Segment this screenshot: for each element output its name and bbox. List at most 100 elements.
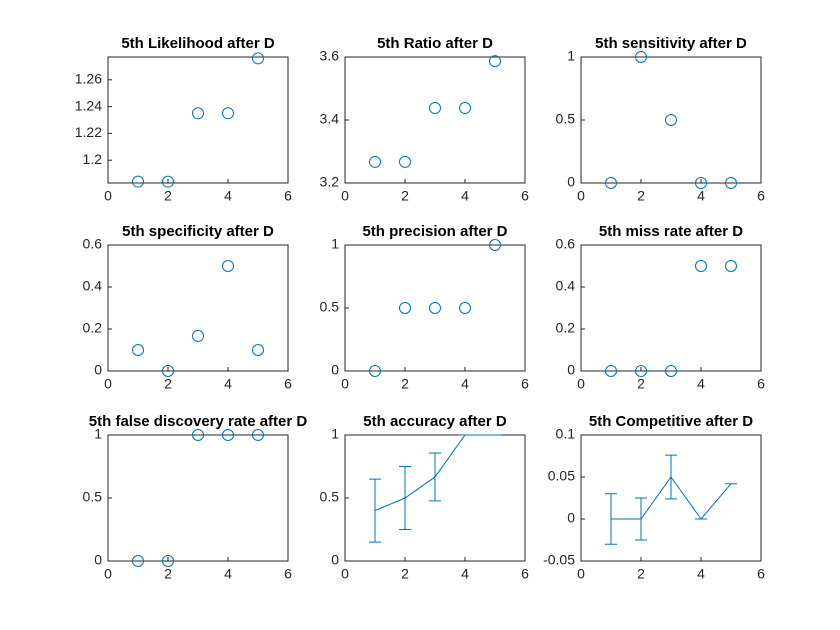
y-tick-label: 0.5 bbox=[556, 111, 576, 127]
axes-box bbox=[344, 244, 526, 372]
y-tick-label: 0.2 bbox=[83, 320, 103, 336]
marker bbox=[162, 365, 174, 377]
x-tick-label: 2 bbox=[164, 566, 172, 582]
y-tick-label: 1.26 bbox=[75, 70, 102, 86]
y-tick-label: 1 bbox=[94, 426, 102, 442]
x-tick-label: 2 bbox=[401, 566, 409, 582]
x-tick-label: 6 bbox=[757, 376, 765, 392]
error-bar bbox=[665, 454, 677, 500]
y-tick-label: 1 bbox=[567, 48, 575, 64]
x-tick-label: 4 bbox=[697, 188, 705, 204]
marker bbox=[369, 155, 381, 168]
marker bbox=[399, 155, 411, 168]
y-tick-label: 0.6 bbox=[83, 236, 103, 252]
marker bbox=[252, 429, 264, 441]
y-tick-label: -0.05 bbox=[543, 552, 575, 568]
marker bbox=[725, 260, 737, 272]
marker bbox=[252, 344, 264, 356]
y-tick-label: 0.4 bbox=[83, 278, 103, 294]
marker bbox=[429, 302, 441, 314]
x-tick-label: 2 bbox=[164, 376, 172, 392]
y-tick-label: 0 bbox=[94, 552, 102, 568]
axes-box bbox=[107, 434, 289, 562]
marker bbox=[695, 260, 707, 272]
x-tick-label: 4 bbox=[461, 188, 469, 204]
x-tick-label: 0 bbox=[577, 188, 585, 204]
y-tick-label: 0 bbox=[331, 362, 339, 378]
marker bbox=[132, 175, 144, 188]
marker bbox=[222, 429, 234, 441]
marker bbox=[605, 365, 617, 377]
x-tick-label: 6 bbox=[284, 566, 292, 582]
x-tick-label: 4 bbox=[697, 376, 705, 392]
error-bar bbox=[635, 497, 647, 541]
axes-box bbox=[344, 56, 526, 184]
y-tick-label: 0 bbox=[567, 362, 575, 378]
chart-title: 5th accuracy after D bbox=[363, 413, 507, 430]
y-tick-label: 0 bbox=[331, 552, 339, 568]
x-tick-label: 4 bbox=[224, 566, 232, 582]
x-tick-label: 2 bbox=[637, 188, 645, 204]
y-tick-label: 3.2 bbox=[320, 174, 340, 190]
marker bbox=[695, 177, 707, 189]
x-tick-label: 0 bbox=[577, 376, 585, 392]
marker bbox=[489, 239, 501, 251]
x-tick-label: 6 bbox=[757, 188, 765, 204]
y-tick-label: 0.5 bbox=[320, 299, 340, 315]
y-tick-label: 1 bbox=[331, 426, 339, 442]
x-tick-label: 2 bbox=[637, 566, 645, 582]
marker bbox=[132, 344, 144, 356]
x-tick-label: 2 bbox=[637, 376, 645, 392]
marker bbox=[665, 114, 677, 126]
marker bbox=[162, 175, 174, 188]
marker bbox=[459, 302, 471, 314]
marker bbox=[252, 52, 264, 65]
y-tick-label: 0.5 bbox=[320, 489, 340, 505]
x-tick-label: 2 bbox=[401, 376, 409, 392]
axes-box bbox=[580, 56, 762, 184]
y-tick-label: 1.22 bbox=[75, 124, 102, 140]
marker bbox=[399, 302, 411, 314]
error-bar bbox=[399, 466, 411, 530]
chart-title: 5th Ratio after D bbox=[377, 35, 493, 52]
marker bbox=[192, 429, 204, 441]
chart-title: 5th false discovery rate after D bbox=[89, 413, 308, 430]
y-tick-label: 0.4 bbox=[556, 278, 576, 294]
marker bbox=[132, 555, 144, 567]
y-tick-label: 1 bbox=[331, 236, 339, 252]
chart-title: 5th Likelihood after D bbox=[121, 35, 275, 52]
x-tick-label: 6 bbox=[521, 566, 529, 582]
x-tick-label: 0 bbox=[341, 188, 349, 204]
marker bbox=[192, 329, 204, 342]
x-tick-label: 0 bbox=[577, 566, 585, 582]
y-tick-label: 0.1 bbox=[556, 426, 576, 442]
y-tick-label: 1.24 bbox=[75, 97, 102, 113]
chart-title: 5th specificity after D bbox=[122, 223, 274, 240]
axes-box bbox=[580, 244, 762, 372]
x-tick-label: 0 bbox=[341, 376, 349, 392]
axes-box bbox=[107, 56, 289, 184]
marker bbox=[459, 102, 471, 115]
y-tick-label: 3.6 bbox=[320, 48, 340, 64]
axes-box bbox=[107, 244, 289, 372]
x-tick-label: 0 bbox=[341, 566, 349, 582]
marker bbox=[489, 55, 501, 68]
x-tick-label: 0 bbox=[104, 376, 112, 392]
x-tick-label: 6 bbox=[757, 566, 765, 582]
x-tick-label: 6 bbox=[521, 188, 529, 204]
y-tick-label: 0 bbox=[567, 510, 575, 526]
marker bbox=[222, 260, 234, 272]
marker bbox=[725, 177, 737, 189]
marker bbox=[192, 107, 204, 120]
marker bbox=[222, 107, 234, 120]
y-tick-label: 0 bbox=[94, 362, 102, 378]
marker bbox=[665, 365, 677, 377]
marker bbox=[162, 555, 174, 567]
marker bbox=[429, 102, 441, 115]
x-tick-label: 4 bbox=[224, 376, 232, 392]
x-tick-label: 4 bbox=[461, 566, 469, 582]
error-bar bbox=[605, 493, 617, 545]
y-tick-label: 0 bbox=[567, 174, 575, 190]
y-tick-label: 3.4 bbox=[320, 111, 340, 127]
chart-title: 5th sensitivity after D bbox=[595, 35, 747, 52]
